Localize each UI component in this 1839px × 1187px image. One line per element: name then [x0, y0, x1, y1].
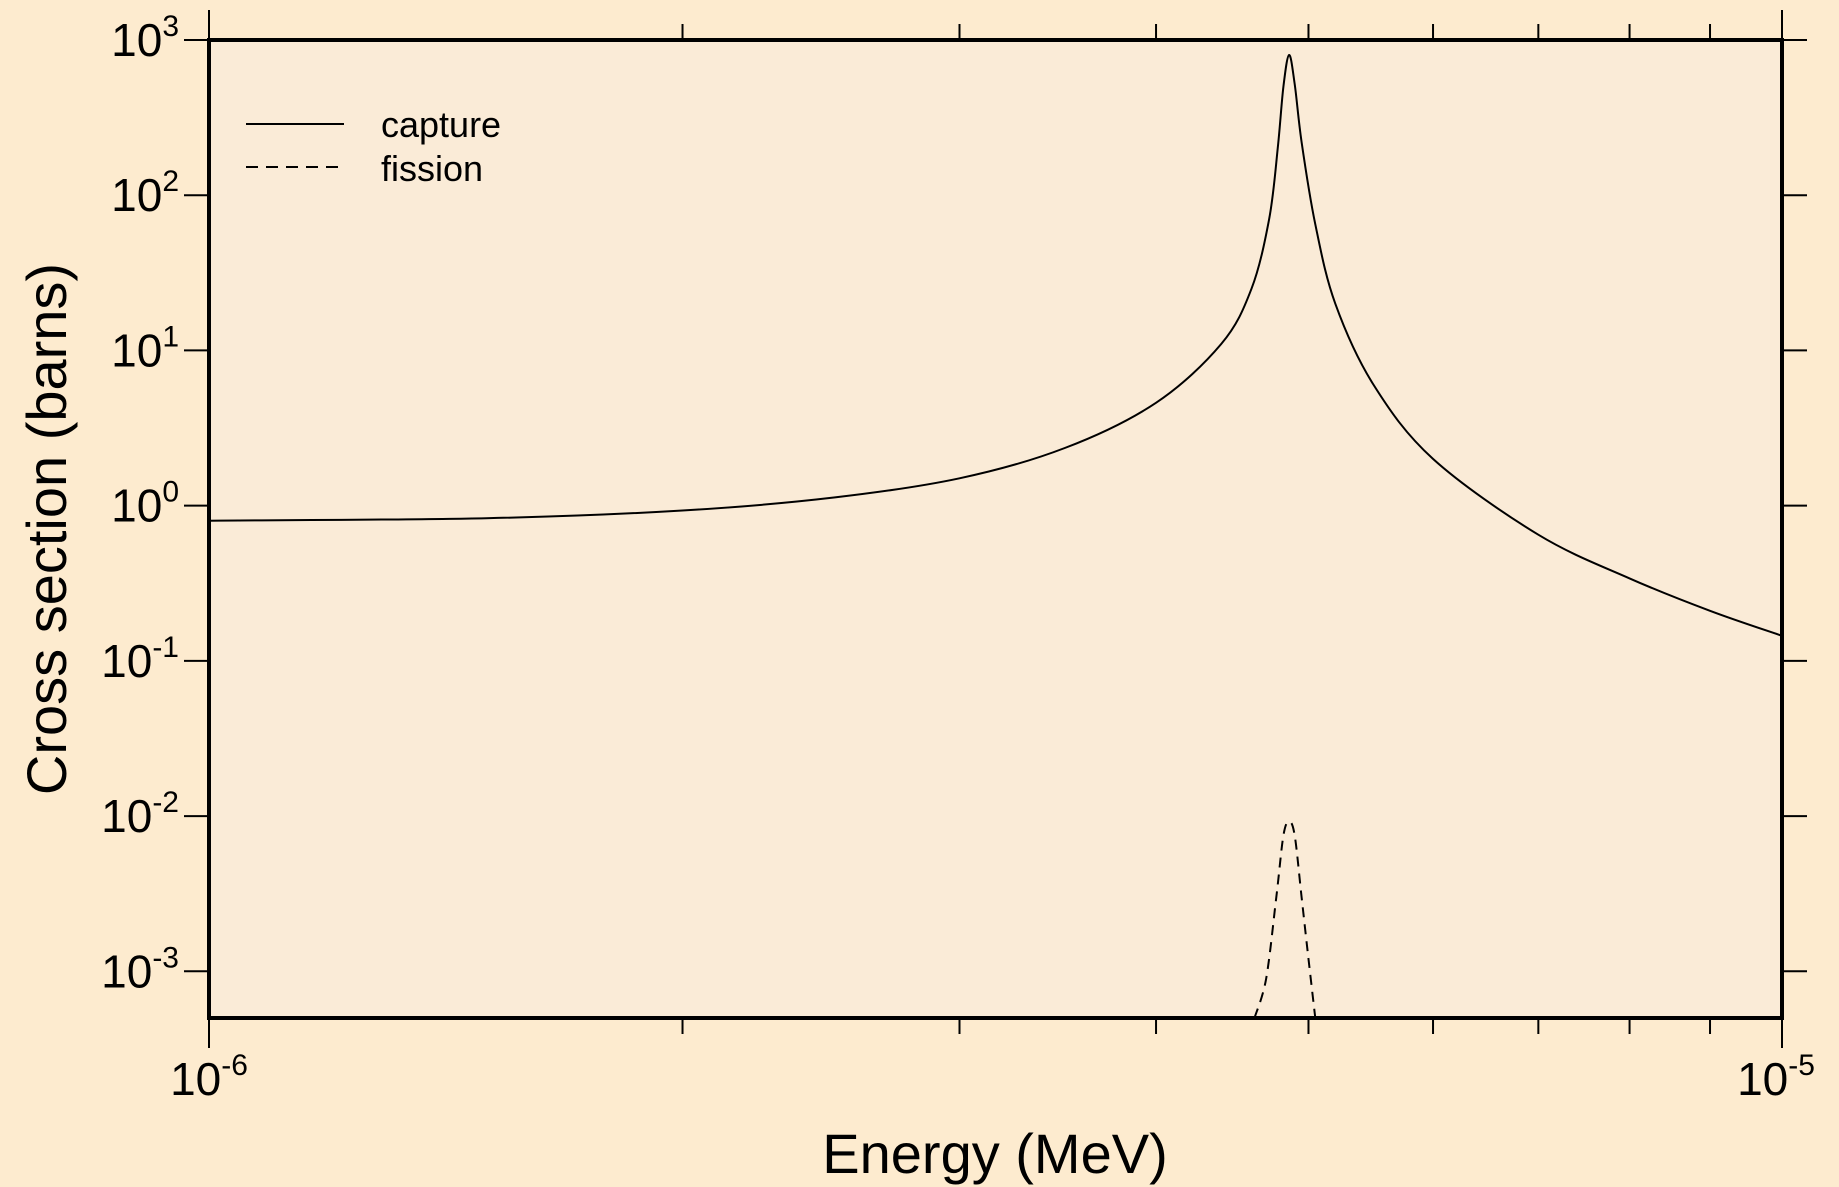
plot-area: [209, 40, 1782, 1018]
legend: capture fission: [246, 104, 501, 189]
series-line-capture: [208, 53, 1783, 637]
y-tick-label: 103: [111, 10, 179, 66]
y-tick-label: 100: [111, 476, 179, 532]
series-line-fission: [1253, 820, 1317, 1019]
legend-label-capture: capture: [381, 104, 501, 145]
y-tick-label: 10-3: [101, 941, 179, 997]
x-tick-label: 10-6: [170, 1049, 248, 1105]
tick-layer: [184, 10, 1807, 1048]
label-layer: 10-3 10-2 10-1 100 101 102 103 10-6 10-5: [101, 10, 1815, 1105]
y-tick-label: 10-1: [101, 631, 179, 687]
x-tick-label: 10-5: [1737, 1049, 1815, 1105]
y-tick-label: 10-2: [101, 786, 179, 842]
y-axis-title: Cross section (barns): [15, 263, 78, 795]
y-tick-label: 101: [111, 320, 179, 376]
legend-label-fission: fission: [381, 148, 483, 189]
y-tick-label: 102: [111, 165, 179, 221]
x-axis-title: Energy (MeV): [822, 1122, 1167, 1185]
plot-frame: [207, 38, 1784, 1020]
series-layer: [208, 53, 1783, 1019]
